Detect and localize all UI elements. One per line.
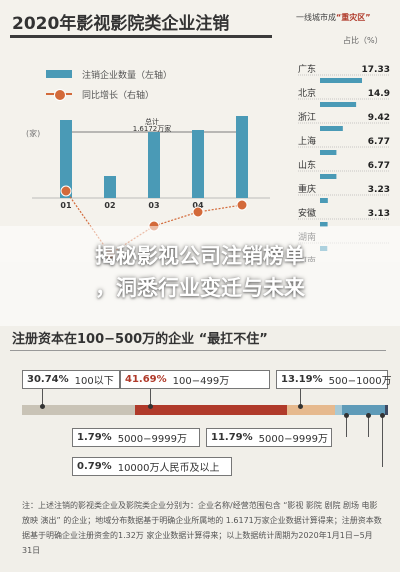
province-value: 3.13 <box>368 209 390 219</box>
leader-dot <box>148 404 153 409</box>
province-label: 上海 <box>298 135 316 147</box>
growth-point <box>236 199 248 211</box>
headline: 揭秘影视公司注销榜单 ，洞悉行业变迁与未来 <box>0 240 400 304</box>
province-bar <box>320 198 328 203</box>
legend-item-line: 同比增长（右轴） <box>46 84 172 104</box>
capital-section-title: 注册资本在100−500万的企业 “最扛不住” <box>12 332 268 347</box>
x-tick-label: 02 <box>104 201 115 210</box>
province-label: 山东 <box>298 159 316 171</box>
legend-line-label: 同比增长（右轴） <box>82 90 155 101</box>
total-label: 总计 <box>145 117 159 126</box>
leader-line <box>382 415 383 467</box>
capital-pct: 13.19% <box>281 374 323 385</box>
capital-box: 13.19% 500−1000万 <box>276 370 392 389</box>
province-value: 14.9 <box>368 89 390 99</box>
bar <box>60 120 72 198</box>
province-label: 北京 <box>298 87 316 99</box>
growth-point <box>192 206 204 218</box>
province-bar <box>320 222 328 227</box>
leader-line <box>346 415 347 437</box>
capital-box: 0.79% 10000万人民币及以上 <box>72 457 232 476</box>
capital-pct: 41.69% <box>125 374 167 385</box>
province-label: 广东 <box>298 63 316 75</box>
capital-stacked-bar <box>22 405 388 415</box>
capital-pct: 11.79% <box>211 432 253 443</box>
province-value: 6.77 <box>368 137 390 147</box>
ranking-title-prefix: 一线城市成 <box>296 13 336 22</box>
capital-segment <box>335 405 342 415</box>
capital-pct: 0.79% <box>77 461 112 472</box>
leader-line <box>150 384 151 406</box>
bar <box>236 116 248 198</box>
growth-line <box>65 190 243 255</box>
capital-box: 1.79% 5000−9999万 <box>72 428 200 447</box>
bar <box>148 132 160 198</box>
legend-bar-label: 注销企业数量（左轴） <box>82 70 173 81</box>
leader-dot <box>366 413 371 418</box>
capital-segment <box>287 405 336 415</box>
capital-pct: 1.79% <box>77 432 112 443</box>
leader-dot <box>380 413 385 418</box>
leader-dot <box>298 404 303 409</box>
capital-range: 500−1000万 <box>328 376 392 387</box>
ranking-unit: 占比（%） <box>343 36 383 45</box>
capital-box: 11.79% 5000−9999万 <box>206 428 332 447</box>
leader-line <box>300 384 301 406</box>
ranking-title: 一线城市成“重灾区” <box>296 12 371 23</box>
x-tick-label: 01 <box>60 201 72 210</box>
x-tick-label: 04 <box>192 201 204 210</box>
capital-box: 41.69% 100−499万 <box>120 370 270 389</box>
province-value: 17.33 <box>362 65 390 75</box>
headline-line-1: 揭秘影视公司注销榜单 <box>95 244 305 268</box>
legend-bar-swatch <box>46 70 72 78</box>
title-rule <box>10 35 272 38</box>
province-value: 9.42 <box>368 113 390 123</box>
capital-range: 5000−9999万 <box>117 434 187 445</box>
headline-overlay <box>0 226 400 326</box>
bar <box>104 176 116 198</box>
y-axis-unit: (家) <box>26 128 40 138</box>
capital-range: 10000万人民币及以上 <box>117 463 220 474</box>
headline-line-2: ，洞悉行业变迁与未来 <box>95 276 305 300</box>
page-title: 2020年影视影院类企业注销 <box>12 14 230 34</box>
capital-segment <box>22 405 135 415</box>
leader-dot <box>40 404 45 409</box>
province-label: 安徽 <box>298 207 316 219</box>
leader-dot <box>344 413 349 418</box>
province-label: 浙江 <box>298 111 316 123</box>
capital-box: 30.74% 100以下 <box>22 370 120 389</box>
province-label: 重庆 <box>298 183 316 195</box>
capital-range: 100以下 <box>74 376 114 387</box>
monthly-chart: (家)总计1.6172万家0102030405 <box>26 116 270 260</box>
province-bar <box>320 102 357 107</box>
capital-segment <box>134 405 288 415</box>
capital-segment <box>385 405 388 415</box>
legend-line-swatch <box>46 89 72 101</box>
leader-line <box>368 415 369 437</box>
growth-point <box>60 185 72 197</box>
province-bar <box>320 150 337 155</box>
leader-line <box>42 384 43 406</box>
province-value: 6.77 <box>368 161 390 171</box>
total-value: 1.6172万家 <box>133 124 172 133</box>
chart-legend: 注销企业数量（左轴） 同比增长（右轴） <box>46 64 172 104</box>
capital-range: 100−499万 <box>172 376 230 387</box>
legend-item-bars: 注销企业数量（左轴） <box>46 64 172 84</box>
province-bar <box>320 78 362 83</box>
footnote: 注：上述注销的影视类企业及影院类企业分别为：企业名称/经营范围包含 “影视 影院… <box>22 501 382 555</box>
capital-segment <box>341 405 386 415</box>
x-tick-label: 03 <box>148 201 159 210</box>
bar <box>192 130 204 198</box>
ranking-title-emphasis: “重灾区” <box>336 13 371 22</box>
capital-section-rule <box>10 350 386 351</box>
province-bar <box>320 174 337 179</box>
province-bar <box>320 126 343 131</box>
province-value: 3.23 <box>368 185 390 195</box>
capital-pct: 30.74% <box>27 374 69 385</box>
capital-range: 5000−9999万 <box>258 434 328 445</box>
